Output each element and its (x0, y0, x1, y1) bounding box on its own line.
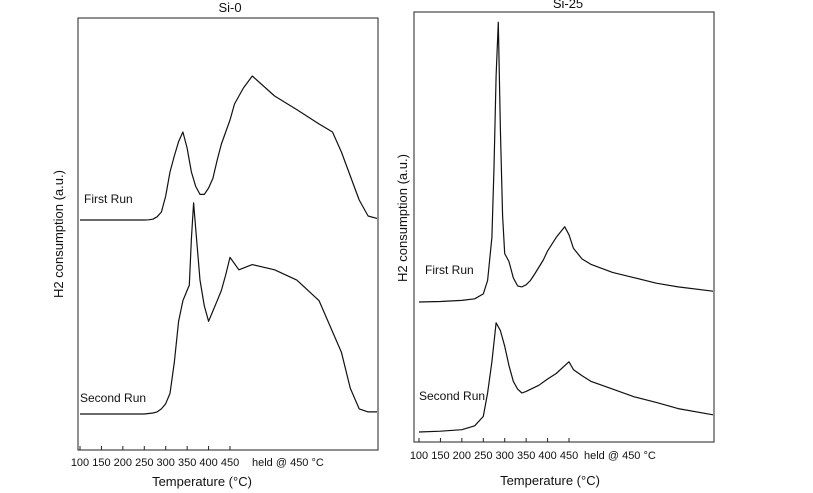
x-ticks: 100 150 200 250 300 350 400 450 (71, 446, 239, 469)
series-labels: First Run Second Run (419, 263, 485, 403)
x-tick-label: 450 (221, 457, 239, 469)
series-line-second-run (80, 202, 377, 415)
plot-frame (77, 17, 379, 451)
series-label: Second Run (80, 391, 146, 405)
series-label: First Run (425, 263, 474, 277)
x-tick-label: 100 (71, 457, 89, 469)
x-axis-label: Temperature (°C) (152, 474, 252, 489)
x-tick-label: 350 (178, 457, 196, 469)
chart-title: Si-0 (218, 0, 241, 15)
x-tick-label: 400 (538, 450, 556, 462)
x-tick-label: 150 (431, 450, 449, 462)
x-tick-label: 200 (114, 457, 132, 469)
series-line-second-run (418, 322, 714, 433)
series-curves (418, 21, 714, 433)
x-tick-label: 250 (474, 450, 492, 462)
x-tick-label: 350 (517, 450, 535, 462)
panel-si-0: Si-0 H2 consumption (a.u.) Temperature (… (51, 0, 379, 489)
panel-si-25: Si-25 H2 consumption (a.u.) Temperature … (395, 0, 715, 488)
x-tick-label: 300 (157, 457, 175, 469)
series-label: First Run (84, 192, 133, 206)
series-line-first-run (418, 21, 714, 303)
y-axis-label: H2 consumption (a.u.) (395, 154, 410, 282)
series-curves (80, 75, 378, 415)
series-line-first-run (80, 75, 378, 221)
series-label: Second Run (419, 389, 485, 403)
hold-annotation: held @ 450 °C (252, 457, 324, 469)
chart-title: Si-25 (553, 0, 583, 11)
x-tick-label: 100 (410, 450, 428, 462)
x-tick-label: 250 (135, 457, 153, 469)
x-tick-label: 150 (92, 457, 110, 469)
x-tick-label: 200 (453, 450, 471, 462)
x-tick-label: 400 (199, 457, 217, 469)
x-ticks: 100 150 200 250 300 350 400 450 (410, 438, 578, 462)
y-axis-label: H2 consumption (a.u.) (51, 170, 66, 298)
series-labels: First Run Second Run (80, 192, 146, 405)
x-axis-label: Temperature (°C) (500, 473, 600, 488)
x-tick-label: 450 (560, 450, 578, 462)
x-tick-label: 300 (496, 450, 514, 462)
hold-annotation: held @ 450 °C (584, 450, 656, 462)
plot-frame (413, 11, 715, 443)
